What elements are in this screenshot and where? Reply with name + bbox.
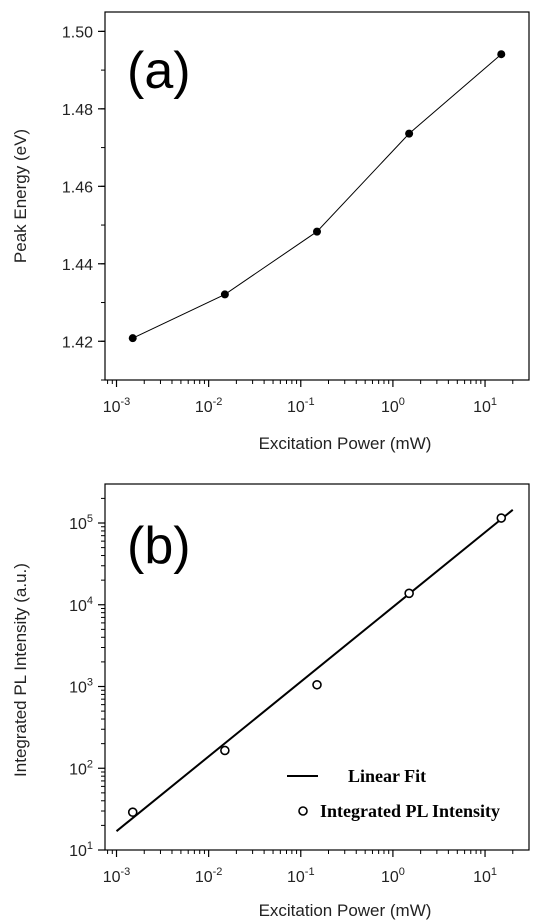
x-tick-label-a: 10-3 <box>103 396 131 416</box>
y-tick-label-a: 1.50 <box>62 24 93 41</box>
data-point-integrated-pl <box>312 679 322 690</box>
y-axis-title-a: Peak Energy (eV) <box>11 129 30 263</box>
y-axis-title-b: Integrated PL Intensity (a.u.) <box>11 563 30 777</box>
data-a <box>128 50 506 343</box>
data-point-integrated-pl <box>404 588 414 599</box>
x-tick-label-b: 100 <box>381 866 405 886</box>
y-tick-label-a: 1.48 <box>62 102 93 119</box>
x-tick-label-a: 10-1 <box>287 396 315 416</box>
x-axis-title-a: Excitation Power (mW) <box>259 434 432 453</box>
data-point-integrated-pl <box>496 513 507 523</box>
legend-marker-open-circle <box>298 806 308 816</box>
x-ticks-a: 10-3 10-2 10-1 100 101 <box>103 380 514 416</box>
y-ticks-b: 101 102 103 104 105 <box>69 497 105 860</box>
data-point-peak-energy <box>313 227 321 236</box>
x-tick-label-a: 101 <box>473 396 497 416</box>
data-b <box>115 509 514 832</box>
y-tick-label-a: 1.44 <box>62 257 93 274</box>
y-tick-label-a: 1.42 <box>62 334 93 351</box>
y-tick-label-b: 104 <box>69 595 93 615</box>
y-ticks-a: 1.42 1.44 1.46 1.48 1.50 <box>62 24 105 381</box>
panel-a: 10-3 10-2 10-1 100 101 1.421.441.461.481.50 … <box>11 11 530 453</box>
panel-label-b: (b) <box>127 517 191 575</box>
data-point-peak-energy <box>497 50 506 59</box>
data-point-integrated-pl <box>220 745 230 756</box>
y-tick-label-b: 102 <box>69 758 93 778</box>
legend-label-linear-fit: Linear Fit <box>348 766 426 786</box>
x-tick-label-a: 100 <box>381 396 405 416</box>
series-line-linear-fit <box>115 509 514 832</box>
y-tick-label-b: 105 <box>69 513 93 533</box>
panel-label-a: (a) <box>127 42 191 100</box>
y-tick-label-a: 1.46 <box>62 179 93 196</box>
x-ticks-b: 10-3 10-2 10-1 100 101 <box>103 850 514 886</box>
x-tick-label-a: 10-2 <box>195 396 223 416</box>
data-point-peak-energy <box>128 334 137 343</box>
plot-frame-b <box>104 483 530 851</box>
data-point-peak-energy <box>405 129 414 138</box>
x-tick-label-b: 101 <box>473 866 497 886</box>
y-tick-label-b: 103 <box>69 677 93 697</box>
data-point-peak-energy <box>220 290 229 299</box>
panel-b: 10-3 10-2 10-1 100 101 101 102 103 104 105 (b) E… <box>11 483 530 920</box>
data-point-integrated-pl <box>127 807 138 817</box>
x-tick-label-b: 10-1 <box>287 866 315 886</box>
legend-label-integrated-pl: Integrated PL Intensity <box>320 801 500 821</box>
x-tick-label-b: 10-3 <box>103 866 131 886</box>
x-tick-label-b: 10-2 <box>195 866 223 886</box>
legend: Linear Fit Integrated PL Intensity <box>287 766 500 821</box>
plot-frame-a <box>104 11 530 381</box>
y-tick-label-b: 101 <box>69 840 93 860</box>
x-axis-title-b: Excitation Power (mW) <box>259 901 432 920</box>
